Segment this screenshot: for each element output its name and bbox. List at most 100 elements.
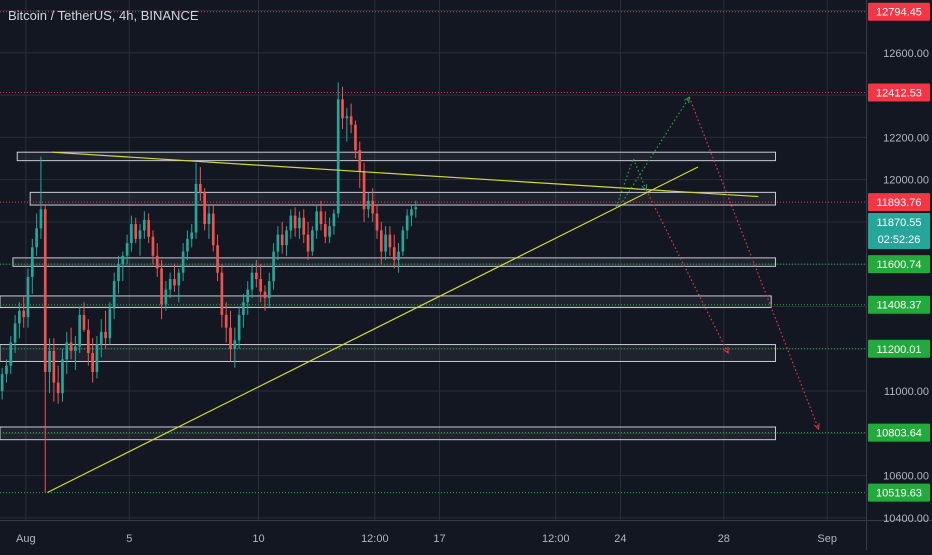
candle-body xyxy=(392,247,396,260)
candle-body xyxy=(371,200,375,214)
candle-body xyxy=(349,116,353,125)
candle-body xyxy=(117,264,120,282)
trendline xyxy=(47,166,699,494)
candle-body xyxy=(26,276,30,318)
price-axis[interactable] xyxy=(866,0,932,550)
trendline xyxy=(51,151,759,198)
candle-body xyxy=(108,308,112,339)
candle-body xyxy=(173,279,176,286)
candle-body xyxy=(155,255,159,269)
price-level-badge xyxy=(868,339,930,358)
projection-arrowhead xyxy=(813,423,820,431)
candle-body xyxy=(168,279,172,290)
candle-body xyxy=(405,215,409,231)
time-tick-label: 24 xyxy=(614,533,626,545)
candle-body xyxy=(22,310,26,318)
symbol-title[interactable]: Bitcoin / TetherUS, 4h, BINANCE xyxy=(8,8,199,23)
candle-body xyxy=(177,272,181,286)
candle-body xyxy=(65,342,69,360)
candle-body xyxy=(39,209,43,229)
candle-body xyxy=(354,124,357,151)
price-level-badge xyxy=(868,2,930,21)
candle-body xyxy=(147,219,150,237)
candle-body xyxy=(203,192,206,225)
candle-body xyxy=(414,207,418,210)
candle-body xyxy=(345,116,349,119)
price-level-label: 11600.74 xyxy=(876,259,921,271)
candle-body xyxy=(211,213,215,246)
candle-body xyxy=(151,236,155,256)
candle-body xyxy=(56,382,60,394)
candle-body xyxy=(272,251,275,282)
candle-body xyxy=(255,272,258,280)
price-tick-label: 11000.00 xyxy=(884,386,929,398)
candle-body xyxy=(82,314,86,330)
candle-body xyxy=(99,331,103,345)
candle-body xyxy=(52,350,56,383)
price-level-label: 10519.63 xyxy=(876,488,922,500)
candle-body xyxy=(86,329,90,354)
candle-body xyxy=(220,272,224,315)
projection-arrowhead xyxy=(723,347,729,355)
candle-body xyxy=(375,213,379,231)
candle-body xyxy=(315,211,319,231)
candle-body xyxy=(259,279,262,292)
projection-path xyxy=(619,96,690,206)
candle-body xyxy=(0,374,4,392)
candle-body xyxy=(311,230,314,252)
candle-body xyxy=(384,234,387,252)
candle-body xyxy=(298,217,301,229)
candle-body xyxy=(134,224,138,239)
trendline-layer xyxy=(47,151,759,494)
candle-body xyxy=(18,310,21,324)
candle-body xyxy=(121,255,125,265)
candle-body xyxy=(69,342,73,351)
candle-body xyxy=(78,314,82,347)
time-tick-label: 5 xyxy=(126,533,132,545)
price-level-label: 11408.37 xyxy=(876,300,921,312)
candle-body xyxy=(13,323,17,343)
projection-layer xyxy=(615,96,820,431)
candle-body xyxy=(280,234,284,246)
candle-body xyxy=(216,245,219,273)
candle-body xyxy=(285,230,288,246)
price-level-badge xyxy=(868,83,930,102)
time-tick-label: Sep xyxy=(817,533,837,545)
time-tick-label: 28 xyxy=(718,533,730,545)
price-level-badge xyxy=(868,295,930,314)
zone-box xyxy=(16,151,777,162)
price-level-badge xyxy=(868,423,930,442)
time-tick-label: 12:00 xyxy=(361,533,389,545)
candle-body xyxy=(306,234,310,252)
candle-body xyxy=(323,224,327,237)
candle-body xyxy=(263,291,267,299)
candle-body xyxy=(250,272,254,290)
price-level-label: 10803.64 xyxy=(876,428,922,440)
candle-body xyxy=(319,211,323,225)
candle-body xyxy=(224,314,228,328)
candle-body xyxy=(190,232,194,239)
price-tick-label: 12600.00 xyxy=(883,48,929,60)
candle-body xyxy=(341,99,344,119)
candle-body xyxy=(207,213,211,225)
candle-body xyxy=(401,230,405,252)
candle-body xyxy=(229,327,232,349)
time-tick-label: 17 xyxy=(433,533,445,545)
candle-body xyxy=(379,230,383,252)
time-axis[interactable] xyxy=(0,520,866,550)
price-level-label: 11200.01 xyxy=(876,344,921,356)
price-level-badge xyxy=(868,193,930,212)
candle-body xyxy=(336,99,340,214)
candle-body xyxy=(160,268,163,305)
time-tick-label: 10 xyxy=(252,533,264,545)
candle-layer xyxy=(0,82,418,493)
level-layer xyxy=(0,11,866,494)
candle-body xyxy=(9,342,13,366)
candle-body xyxy=(186,238,189,252)
price-tick-label: 10400.00 xyxy=(883,513,929,525)
